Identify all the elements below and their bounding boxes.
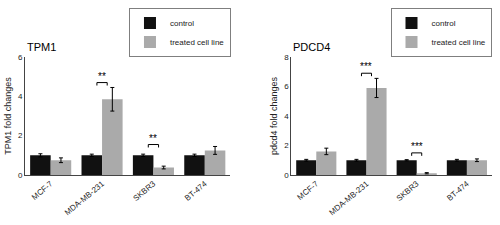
svg-text:2: 2	[18, 131, 23, 140]
svg-text:treated cell line: treated cell line	[432, 38, 486, 47]
svg-text:PDCD4: PDCD4	[293, 41, 330, 53]
svg-text:2: 2	[284, 141, 289, 150]
svg-text:BT-474: BT-474	[183, 179, 209, 203]
svg-text:pdcd4 fold changes: pdcd4 fold changes	[269, 76, 279, 155]
svg-text:MDA-MB-231: MDA-MB-231	[63, 179, 106, 217]
svg-text:6: 6	[284, 82, 289, 91]
svg-text:TPM1: TPM1	[27, 41, 56, 53]
svg-text:SKBR3: SKBR3	[131, 179, 157, 203]
svg-text:4: 4	[284, 112, 289, 121]
svg-text:SKBR3: SKBR3	[395, 179, 421, 203]
svg-text:***: ***	[411, 141, 423, 152]
svg-text:0: 0	[18, 171, 23, 180]
svg-text:**: **	[149, 133, 157, 144]
svg-text:BT-474: BT-474	[445, 179, 471, 203]
svg-text:6: 6	[18, 53, 23, 62]
svg-text:0: 0	[284, 171, 289, 180]
svg-text:MCF-7: MCF-7	[296, 179, 321, 202]
svg-text:**: **	[98, 71, 106, 82]
svg-text:MCF-7: MCF-7	[30, 179, 55, 202]
svg-text:4: 4	[18, 92, 23, 101]
svg-text:8: 8	[284, 53, 289, 62]
svg-text:treated cell line: treated cell line	[170, 38, 224, 47]
svg-text:control: control	[432, 19, 456, 28]
svg-text:TPM1 fold changes: TPM1 fold changes	[3, 77, 13, 155]
svg-text:***: ***	[360, 61, 372, 72]
svg-text:control: control	[170, 19, 194, 28]
svg-text:MDA-MB-231: MDA-MB-231	[327, 179, 370, 217]
